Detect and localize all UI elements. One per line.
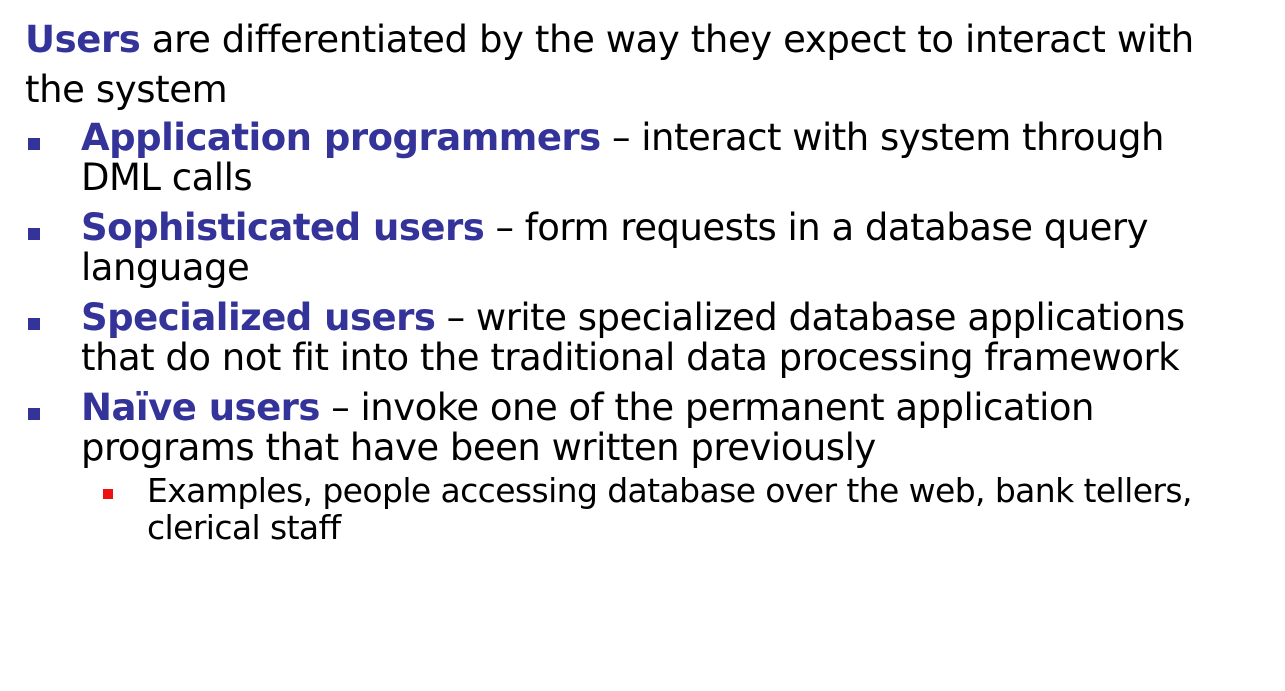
intro-paragraph: Users are differentiated by the way they… bbox=[25, 15, 1255, 115]
bullet-term: Specialized users bbox=[81, 296, 436, 339]
square-bullet-icon bbox=[28, 138, 40, 150]
bullet-term: Naïve users bbox=[81, 386, 320, 429]
bullet-text: – invoke one of the permanent applicatio… bbox=[81, 386, 1094, 469]
bullet-naive-users: Naïve users – invoke one of the permanen… bbox=[0, 388, 1251, 546]
bullet-specialized-users: Specialized users – write specialized da… bbox=[0, 298, 1251, 378]
intro-text: are differentiated by the way they expec… bbox=[25, 18, 1194, 111]
bullet-sophisticated-users: Sophisticated users – form requests in a… bbox=[0, 208, 1251, 288]
bullet-text: – form requests in a database query lang… bbox=[81, 206, 1149, 289]
square-bullet-icon bbox=[28, 318, 40, 330]
bullet-text: – interact with system through DML calls bbox=[81, 116, 1164, 199]
red-square-bullet-icon bbox=[103, 489, 113, 499]
bullet-application-programmers: Application programmers – interact with … bbox=[0, 118, 1251, 198]
sub-bullet-text: Examples, people accessing database over… bbox=[147, 471, 1192, 547]
bullet-text: – write specialized database application… bbox=[81, 296, 1185, 379]
square-bullet-icon bbox=[28, 228, 40, 240]
bullet-term: Sophisticated users bbox=[81, 206, 485, 249]
bullet-term: Application programmers bbox=[81, 116, 601, 159]
intro-term: Users bbox=[25, 18, 141, 61]
sub-bullet-examples: Examples, people accessing database over… bbox=[81, 472, 1237, 546]
bullet-list: Application programmers – interact with … bbox=[0, 118, 1285, 556]
sub-bullet-list: Examples, people accessing database over… bbox=[81, 472, 1251, 546]
square-bullet-icon bbox=[28, 408, 40, 420]
